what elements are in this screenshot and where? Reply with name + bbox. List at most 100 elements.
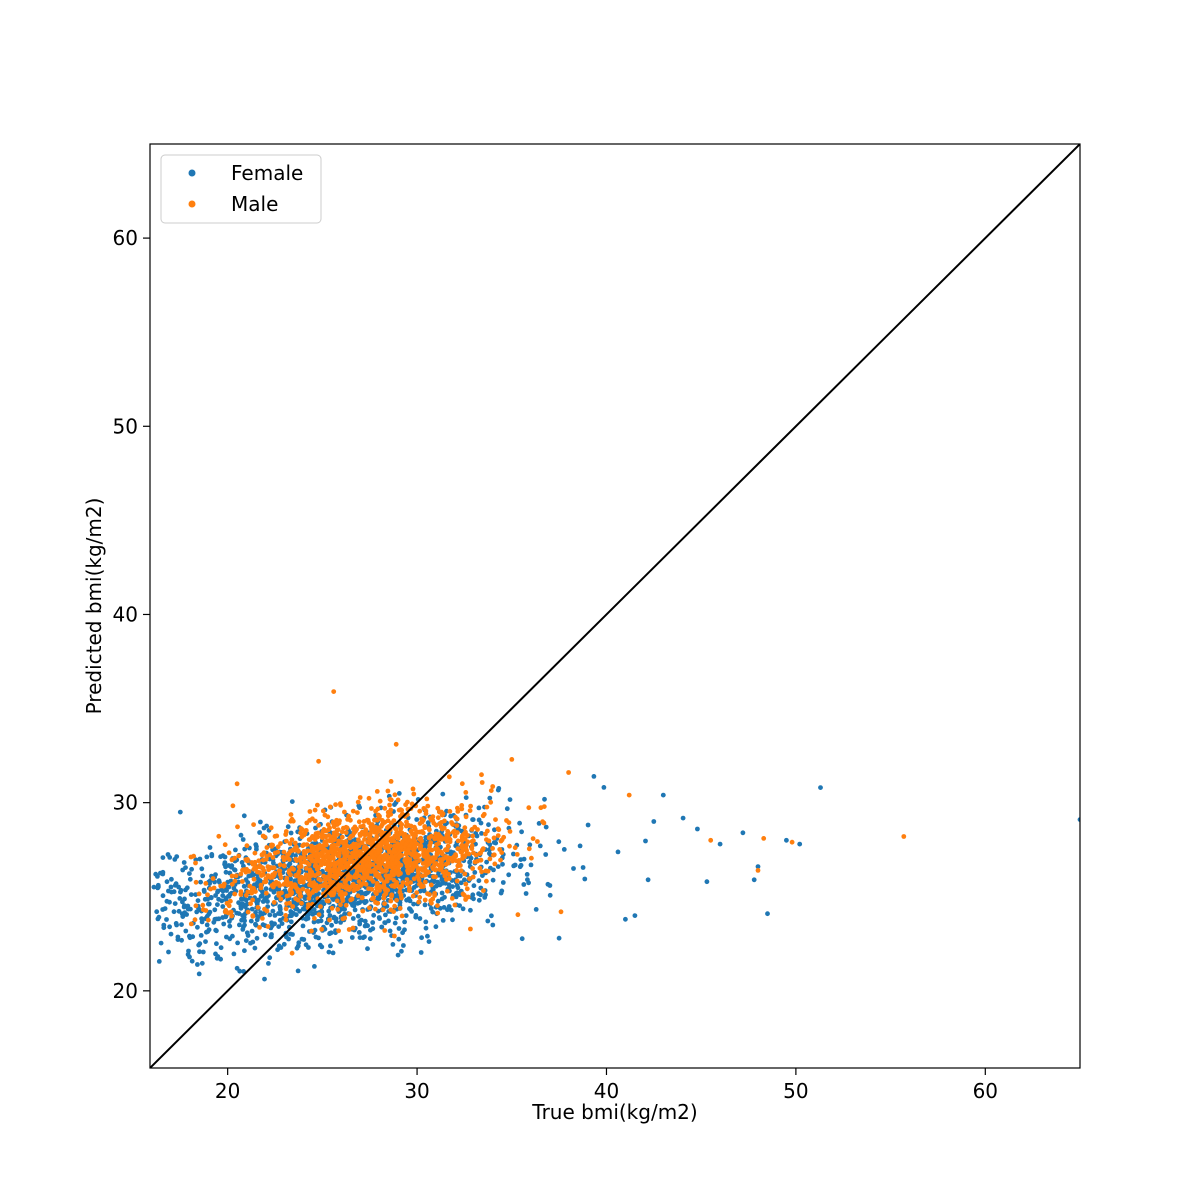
data-point-male <box>340 898 346 903</box>
data-point-male <box>529 855 534 861</box>
data-point-male <box>459 803 465 808</box>
data-point-female <box>260 922 266 928</box>
data-point-female <box>171 889 177 895</box>
data-point-male <box>309 928 314 934</box>
data-point-male <box>457 862 462 868</box>
data-point-female <box>216 896 222 902</box>
data-point-male <box>236 853 242 859</box>
data-point-male <box>339 829 345 835</box>
data-point-male <box>230 803 236 809</box>
data-point-male <box>188 854 194 860</box>
data-point-male <box>403 851 409 857</box>
data-point-female <box>267 955 273 961</box>
data-point-female <box>585 822 591 828</box>
data-point-male <box>497 847 503 852</box>
data-point-male <box>455 805 460 811</box>
data-point-female <box>196 942 202 948</box>
data-point-female <box>418 950 424 955</box>
data-point-female <box>220 904 226 909</box>
data-point-male <box>435 805 441 811</box>
data-point-male <box>337 818 342 824</box>
data-point-female <box>189 866 195 872</box>
data-point-female <box>252 945 258 951</box>
legend: Female Male <box>160 154 322 224</box>
data-point-female <box>242 922 247 928</box>
data-point-male <box>471 838 476 844</box>
data-point-female <box>180 914 186 919</box>
data-point-female <box>396 926 402 931</box>
data-point-male <box>289 950 295 956</box>
data-point-male <box>391 872 396 878</box>
data-point-male <box>445 888 450 894</box>
data-point-male <box>463 790 469 795</box>
data-point-male <box>251 876 257 882</box>
data-point-male <box>210 876 216 881</box>
data-point-male <box>394 830 399 836</box>
data-point-male <box>349 896 355 902</box>
data-point-male <box>393 867 398 872</box>
data-point-male <box>366 856 372 861</box>
data-point-male <box>395 797 401 803</box>
data-point-male <box>459 837 465 842</box>
data-point-male <box>359 895 365 901</box>
data-point-female <box>396 791 402 796</box>
data-point-male <box>365 875 371 880</box>
data-point-male <box>357 795 363 800</box>
data-point-female <box>333 919 339 925</box>
data-point-male <box>426 847 432 853</box>
data-point-female <box>561 847 567 852</box>
data-point-male <box>275 849 281 855</box>
data-point-male <box>356 879 362 884</box>
data-point-female <box>227 919 232 924</box>
data-point-male <box>343 902 349 908</box>
data-point-male <box>251 866 257 872</box>
data-point-female <box>156 914 162 920</box>
data-point-male <box>224 900 230 906</box>
data-point-female <box>205 929 211 934</box>
data-point-female <box>495 864 501 869</box>
data-point-male <box>402 836 408 842</box>
data-point-male <box>479 772 484 778</box>
data-point-male <box>286 870 292 875</box>
data-point-female <box>267 912 273 918</box>
data-point-female <box>276 911 281 916</box>
data-point-male <box>479 869 484 875</box>
data-point-male <box>377 798 383 804</box>
data-point-male <box>192 917 198 923</box>
data-point-male <box>436 841 442 846</box>
data-point-male <box>288 848 293 854</box>
data-point-female <box>288 830 294 836</box>
data-point-female <box>169 876 174 882</box>
data-point-male <box>404 819 409 825</box>
data-point-female <box>500 861 505 867</box>
data-point-female <box>450 917 455 923</box>
data-point-male <box>314 857 319 862</box>
data-point-female <box>409 909 414 914</box>
data-point-male <box>426 835 432 841</box>
data-point-male <box>263 890 269 896</box>
data-point-male <box>301 856 307 861</box>
data-point-female <box>251 872 256 878</box>
data-point-male <box>310 834 315 840</box>
data-point-female <box>198 933 204 938</box>
data-point-male <box>265 924 271 929</box>
x-axis-label: True bmi(kg/m2) <box>531 1100 697 1124</box>
data-point-male <box>203 908 209 913</box>
data-point-female <box>382 920 388 925</box>
data-point-male <box>324 898 330 904</box>
data-point-male <box>419 838 424 844</box>
data-point-female <box>506 872 512 878</box>
data-point-female <box>411 901 416 907</box>
data-point-male <box>355 799 361 805</box>
data-point-male <box>433 846 439 852</box>
data-point-female <box>168 931 174 937</box>
data-point-male <box>348 833 354 839</box>
data-point-male <box>408 880 413 885</box>
data-point-female <box>201 889 207 894</box>
data-point-female <box>440 918 446 923</box>
data-point-female <box>197 856 203 862</box>
data-point-female <box>204 854 210 860</box>
data-point-female <box>543 852 549 857</box>
data-point-female <box>423 925 429 931</box>
data-point-male <box>346 927 352 932</box>
